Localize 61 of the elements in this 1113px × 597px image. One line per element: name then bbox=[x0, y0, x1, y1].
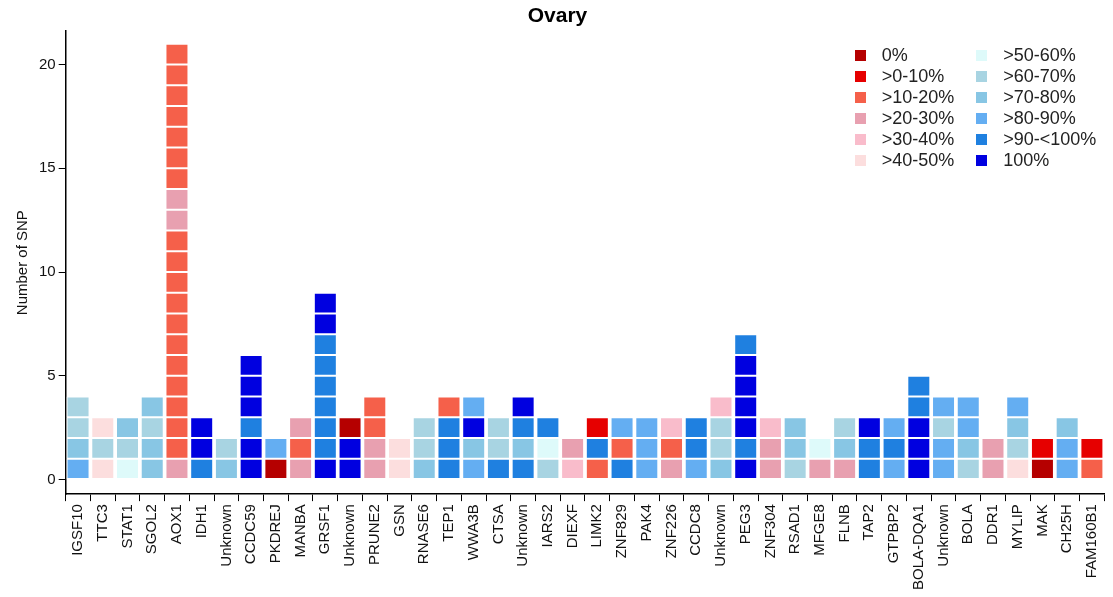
x-tick-label: MYLIP bbox=[1007, 504, 1025, 550]
x-tick-label: PEG3 bbox=[735, 504, 753, 545]
x-tick-label: Unknown bbox=[340, 504, 358, 567]
x-tick-label: PRUNE2 bbox=[364, 504, 382, 565]
x-tick-label: BOLA bbox=[958, 504, 976, 545]
y-axis-title: Number of SNP bbox=[13, 210, 31, 316]
x-tick-label: PAK4 bbox=[636, 504, 654, 542]
legend-label: >60-70% bbox=[1003, 66, 1076, 88]
x-tick-label: STAT1 bbox=[117, 504, 135, 549]
x-tick-label: CCDC8 bbox=[686, 504, 704, 556]
x-tick-label: CTSA bbox=[488, 504, 506, 545]
x-tick-label: GRSF1 bbox=[315, 504, 333, 555]
x-tick-label: LIMK2 bbox=[587, 504, 605, 548]
x-tick-label: FLNB bbox=[834, 504, 852, 543]
x-tick-label: Unknown bbox=[216, 504, 234, 567]
x-tick-label: RSAD1 bbox=[785, 504, 803, 555]
x-tick-label: TAP2 bbox=[859, 504, 877, 541]
legend-label: >70-80% bbox=[1003, 87, 1076, 109]
y-tick-label: 15 bbox=[39, 158, 56, 176]
x-tick-label: GTPBP2 bbox=[884, 504, 902, 564]
legend-label: >80-90% bbox=[1003, 108, 1076, 130]
x-tick-label: AOX1 bbox=[167, 504, 185, 545]
legend-label: 0% bbox=[881, 45, 908, 67]
x-tick-label: IARS2 bbox=[538, 504, 556, 548]
x-tick-label: SGOL2 bbox=[142, 504, 160, 555]
x-tick-label: Unknown bbox=[711, 504, 729, 567]
x-tick-label: ZNF226 bbox=[661, 504, 679, 559]
legend-label: >0-10% bbox=[881, 66, 945, 88]
x-tick-label: CH25H bbox=[1057, 504, 1075, 554]
x-tick-label: ZNF304 bbox=[760, 504, 778, 559]
x-tick-label: TTC3 bbox=[92, 504, 110, 542]
x-tick-label: RNASE6 bbox=[414, 504, 432, 565]
x-tick-label: Unknown bbox=[933, 504, 951, 567]
legend-label: >20-30% bbox=[881, 108, 955, 130]
legend-label: >90-<100% bbox=[1003, 129, 1097, 151]
x-tick-label: IDH1 bbox=[191, 504, 209, 539]
x-tick-label: IGSF10 bbox=[68, 504, 86, 556]
y-tick-label: 20 bbox=[39, 54, 56, 72]
legend-label: 100% bbox=[1003, 150, 1050, 172]
legend-label: >30-40% bbox=[881, 129, 955, 151]
x-tick-label: PKDREJ bbox=[266, 504, 284, 564]
x-tick-label: DIEXF bbox=[562, 504, 580, 549]
x-tick-label: GSN bbox=[389, 504, 407, 537]
y-tick-label: 5 bbox=[47, 365, 56, 383]
x-tick-label: ZNF829 bbox=[612, 504, 630, 559]
x-tick-label: MANBA bbox=[290, 504, 308, 558]
legend-label: >10-20% bbox=[881, 87, 955, 109]
x-tick-label: FAM160B1 bbox=[1082, 504, 1100, 579]
y-tick-label: 0 bbox=[47, 469, 56, 487]
chart-title: Ovary bbox=[527, 3, 588, 27]
legend-label: >40-50% bbox=[881, 150, 955, 172]
x-tick-label: BOLA-DQA1 bbox=[908, 504, 926, 591]
x-tick-label: MAK bbox=[1032, 504, 1050, 537]
y-tick-label: 10 bbox=[39, 262, 56, 280]
x-tick-label: Unknown bbox=[513, 504, 531, 567]
x-tick-label: MFGE8 bbox=[810, 504, 828, 556]
x-tick-label: TEP1 bbox=[439, 504, 457, 542]
x-tick-label: WWA3B bbox=[463, 504, 481, 561]
x-tick-label: DDR1 bbox=[983, 504, 1001, 545]
x-tick-label: CCDC59 bbox=[241, 504, 259, 565]
legend-label: >50-60% bbox=[1003, 45, 1076, 67]
